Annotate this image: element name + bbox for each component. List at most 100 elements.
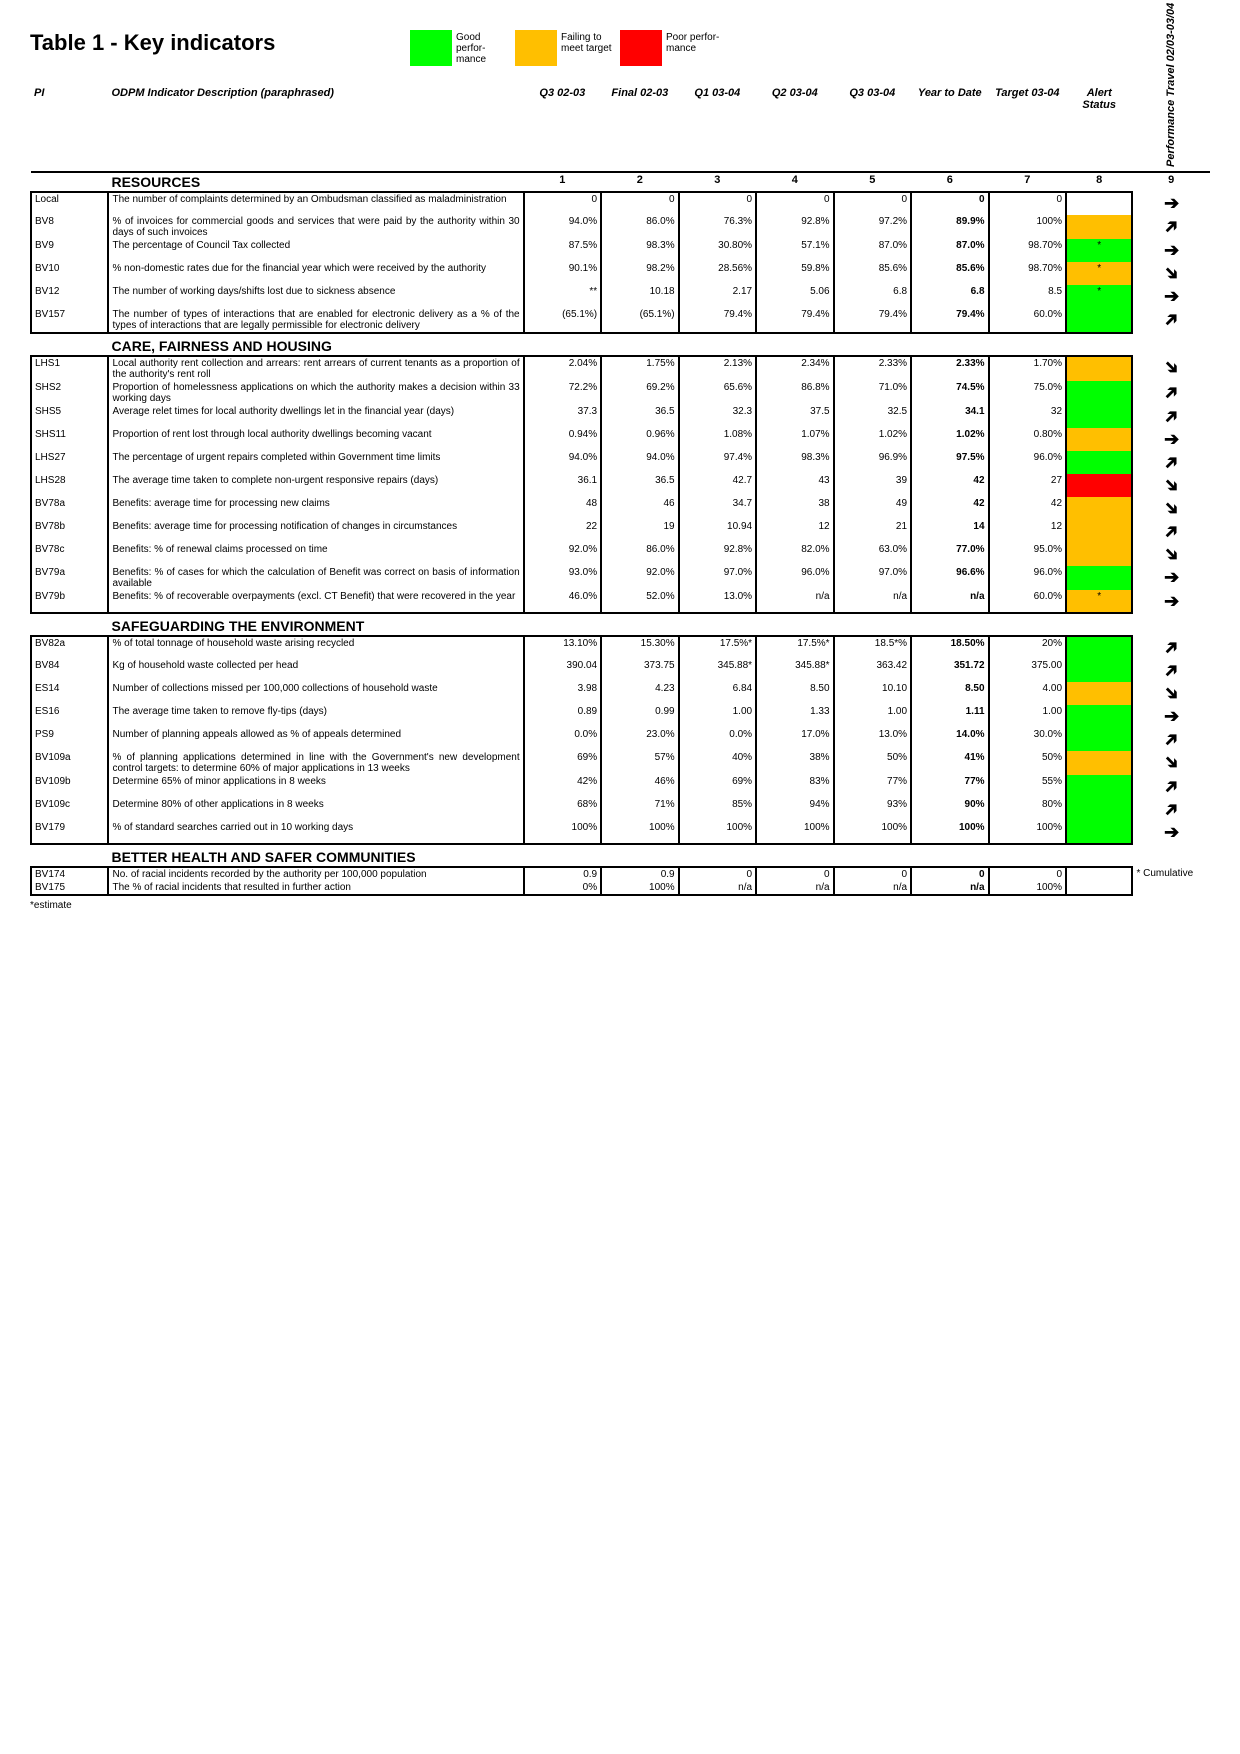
cell-target: 55% <box>989 775 1066 798</box>
cell-target: 1.70% <box>989 356 1066 381</box>
table-row: SHS2Proportion of homelessness applicati… <box>31 381 1210 405</box>
cell-q3-0203: 0.94% <box>524 428 601 451</box>
pi-code: BV109a <box>31 751 108 775</box>
cell-q3-0203: 94.0% <box>524 215 601 239</box>
pi-code: BV84 <box>31 659 108 682</box>
cell-q3-0203: ** <box>524 285 601 308</box>
trend-arrow: ➔ <box>1132 705 1210 728</box>
cell-target: 60.0% <box>989 308 1066 333</box>
cell-target: 27 <box>989 474 1066 497</box>
page-header: Table 1 - Key indicators Good perfor-man… <box>30 30 1210 66</box>
cell-q3-0304: 96.9% <box>834 451 911 474</box>
cell-q2-0304: 1.33 <box>756 705 833 728</box>
table-row: BV109bDetermine 65% of minor application… <box>31 775 1210 798</box>
cell-ytd: 87.0% <box>911 239 988 262</box>
pi-code: BV109c <box>31 798 108 821</box>
cell-q3-0203: 390.04 <box>524 659 601 682</box>
pi-code: BV179 <box>31 821 108 844</box>
cell-target: 98.70% <box>989 262 1066 285</box>
cell-q3-0203: 37.3 <box>524 405 601 428</box>
cell-q3-0203: 48 <box>524 497 601 520</box>
cell-final-0203: 98.3% <box>601 239 678 262</box>
table-header: PI ODPM Indicator Description (paraphras… <box>31 86 1210 172</box>
pi-description: Benefits: average time for processing ne… <box>108 497 523 520</box>
pi-description: % of standard searches carried out in 10… <box>108 821 523 844</box>
cell-q3-0304: 63.0% <box>834 543 911 566</box>
table-row: BV82a% of total tonnage of household was… <box>31 636 1210 659</box>
cell-q2-0304: 345.88* <box>756 659 833 682</box>
cell-q1-0304: 79.4% <box>679 308 756 333</box>
cell-final-0203: 57% <box>601 751 678 775</box>
cell-q1-0304: 34.7 <box>679 497 756 520</box>
cell-q2-0304: 12 <box>756 520 833 543</box>
table-row: BV84Kg of household waste collected per … <box>31 659 1210 682</box>
alert-status <box>1066 821 1132 844</box>
cell-ytd: 14 <box>911 520 988 543</box>
cell-target: 42 <box>989 497 1066 520</box>
cell-ytd: 0 <box>911 192 988 215</box>
cell-final-0203: 69.2% <box>601 381 678 405</box>
cell-target: 375.00 <box>989 659 1066 682</box>
alert-status <box>1066 659 1132 682</box>
cell-q1-0304: 6.84 <box>679 682 756 705</box>
cell-q1-0304: 1.08% <box>679 428 756 451</box>
trend-arrow: ➔ <box>1132 682 1210 705</box>
cell-q3-0304: 2.33% <box>834 356 911 381</box>
cell-q3-0304: 18.5*% <box>834 636 911 659</box>
pi-code: BV175 <box>31 881 108 895</box>
table-row: BV79bBenefits: % of recoverable overpaym… <box>31 590 1210 613</box>
alert-status <box>1066 867 1132 881</box>
pi-description: Determine 65% of minor applications in 8… <box>108 775 523 798</box>
pi-description: Benefits: % of recoverable overpayments … <box>108 590 523 613</box>
cell-final-0203: 10.18 <box>601 285 678 308</box>
cell-q2-0304: 83% <box>756 775 833 798</box>
cell-q1-0304: 28.56% <box>679 262 756 285</box>
pi-description: % of planning applications determined in… <box>108 751 523 775</box>
pi-code: BV10 <box>31 262 108 285</box>
pi-description: Number of planning appeals allowed as % … <box>108 728 523 751</box>
estimate-note: *estimate <box>30 900 1210 911</box>
cell-q1-0304: 0 <box>679 867 756 881</box>
cell-target: 100% <box>989 215 1066 239</box>
cell-final-0203: 373.75 <box>601 659 678 682</box>
cell-q3-0304: 0 <box>834 192 911 215</box>
alert-status <box>1066 705 1132 728</box>
table-row: BV109a% of planning applications determi… <box>31 751 1210 775</box>
alert-status <box>1066 728 1132 751</box>
cell-ytd: 77% <box>911 775 988 798</box>
pi-code: BV78c <box>31 543 108 566</box>
pi-code: BV157 <box>31 308 108 333</box>
cell-final-0203: 46% <box>601 775 678 798</box>
legend-swatch <box>515 30 557 66</box>
cell-target: 95.0% <box>989 543 1066 566</box>
cell-target: 30.0% <box>989 728 1066 751</box>
pi-description: Average relet times for local authority … <box>108 405 523 428</box>
pi-code: PS9 <box>31 728 108 751</box>
cell-final-0203: 19 <box>601 520 678 543</box>
pi-code: ES14 <box>31 682 108 705</box>
cell-final-0203: 15.30% <box>601 636 678 659</box>
cell-q3-0304: 1.00 <box>834 705 911 728</box>
pi-code: LHS27 <box>31 451 108 474</box>
pi-description: The average time taken to complete non-u… <box>108 474 523 497</box>
cell-final-0203: 92.0% <box>601 566 678 590</box>
cell-q1-0304: 30.80% <box>679 239 756 262</box>
cell-q3-0203: 87.5% <box>524 239 601 262</box>
col-q3-0203: Q3 02-03 <box>524 86 601 172</box>
table-row: LocalThe number of complaints determined… <box>31 192 1210 215</box>
pi-description: The % of racial incidents that resulted … <box>108 881 523 895</box>
section-header: RESOURCES123456789 <box>31 172 1210 192</box>
pi-description: Local authority rent collection and arre… <box>108 356 523 381</box>
alert-status <box>1066 775 1132 798</box>
cell-target: 100% <box>989 881 1066 895</box>
cell-ytd: n/a <box>911 881 988 895</box>
trend-arrow: ➔ <box>1132 308 1210 333</box>
trend-arrow: ➔ <box>1132 497 1210 520</box>
cell-final-0203: 36.5 <box>601 405 678 428</box>
table-row: BV175The % of racial incidents that resu… <box>31 881 1210 895</box>
pi-code: LHS1 <box>31 356 108 381</box>
col-ytd: Year to Date <box>911 86 988 172</box>
cell-q2-0304: 38% <box>756 751 833 775</box>
cell-final-0203: 100% <box>601 821 678 844</box>
cell-q3-0304: 97.2% <box>834 215 911 239</box>
